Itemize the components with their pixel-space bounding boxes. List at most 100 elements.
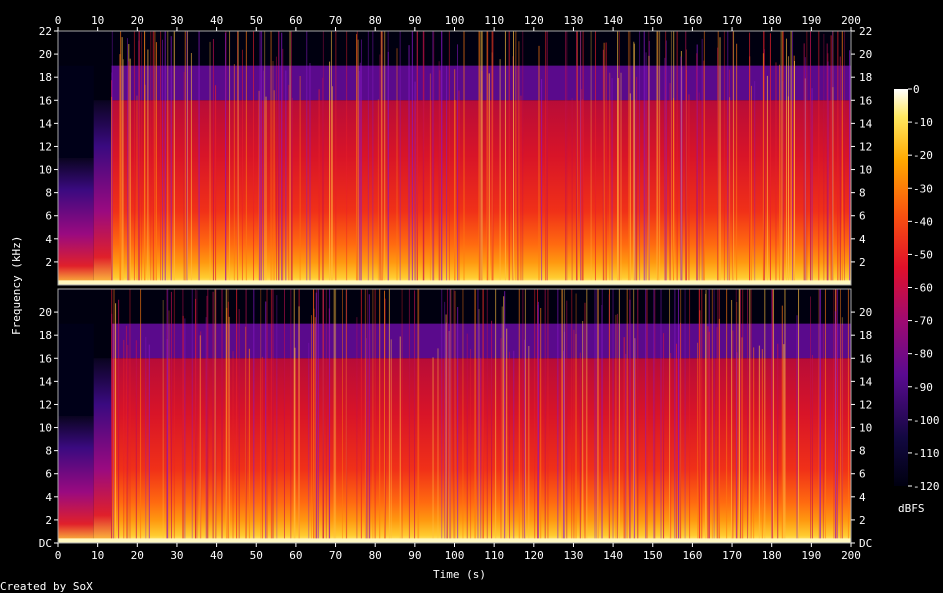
y-tick-label: 16 bbox=[859, 352, 872, 365]
y-tick-label: 4 bbox=[45, 233, 52, 246]
colorbar-tick-label: -100 bbox=[913, 414, 940, 427]
x-tick-label: 30 bbox=[170, 14, 183, 27]
channel-1-spectrogram bbox=[57, 30, 852, 286]
x-tick-label: 20 bbox=[131, 14, 144, 27]
x-tick-label: 120 bbox=[524, 14, 544, 27]
x-tick-label: 10 bbox=[91, 14, 104, 27]
x-tick-label: 40 bbox=[210, 14, 223, 27]
y-tick-label: 8 bbox=[859, 445, 866, 458]
y-tick-label: 8 bbox=[45, 187, 52, 200]
x-tick-label: 40 bbox=[210, 549, 223, 562]
x-tick-label: 160 bbox=[682, 14, 702, 27]
y-tick-label: 6 bbox=[859, 468, 866, 481]
y-tick-label: 20 bbox=[859, 48, 872, 61]
y-tick-label: 2 bbox=[859, 514, 866, 527]
y-tick-label: 12 bbox=[39, 398, 52, 411]
x-tick-label: 80 bbox=[369, 14, 382, 27]
y-tick-label: 16 bbox=[39, 94, 52, 107]
y-tick-label: 4 bbox=[859, 491, 866, 504]
x-tick-label: 130 bbox=[564, 549, 584, 562]
x-tick-label: 190 bbox=[801, 549, 821, 562]
x-axis-label: Time (s) bbox=[433, 568, 486, 581]
colorbar-tick-label: 0 bbox=[913, 83, 920, 96]
y-tick-label: 14 bbox=[39, 117, 53, 130]
credit-text: Created by SoX bbox=[0, 580, 93, 593]
colorbar-label: dBFS bbox=[898, 502, 925, 515]
x-tick-label: 0 bbox=[55, 14, 62, 27]
y-tick-label: 18 bbox=[39, 329, 52, 342]
y-tick-label: 2 bbox=[45, 514, 52, 527]
y-tick-label: 8 bbox=[45, 445, 52, 458]
y-tick-label: 4 bbox=[45, 491, 52, 504]
x-tick-label: 140 bbox=[603, 549, 623, 562]
x-tick-label: 100 bbox=[445, 14, 465, 27]
y-tick-label: 10 bbox=[39, 164, 52, 177]
x-tick-label: 170 bbox=[722, 14, 742, 27]
y-tick-label: 20 bbox=[39, 48, 52, 61]
y-tick-label: 16 bbox=[859, 94, 872, 107]
y-tick-label: 14 bbox=[859, 117, 873, 130]
y-tick-label: 6 bbox=[859, 210, 866, 223]
x-tick-label: 90 bbox=[408, 549, 421, 562]
x-tick-label: 110 bbox=[484, 549, 504, 562]
x-tick-label: 10 bbox=[91, 549, 104, 562]
x-tick-label: 140 bbox=[603, 14, 623, 27]
y-tick-label: 12 bbox=[859, 398, 872, 411]
intro-rise-band bbox=[93, 358, 112, 543]
x-tick-label: 170 bbox=[722, 549, 742, 562]
x-tick-label: 90 bbox=[408, 14, 421, 27]
y-tick-label: 10 bbox=[859, 164, 872, 177]
intro-low-band bbox=[58, 416, 94, 543]
colorbar-tick-label: -70 bbox=[913, 315, 933, 328]
colorbar-tick-label: -80 bbox=[913, 348, 933, 361]
colorbar-tick-label: -60 bbox=[913, 282, 933, 295]
x-tick-label: 120 bbox=[524, 549, 544, 562]
colorbar-tick-label: -10 bbox=[913, 116, 933, 129]
x-tick-label: 50 bbox=[250, 14, 263, 27]
y-tick-label: 14 bbox=[859, 375, 873, 388]
x-tick-label: 60 bbox=[289, 549, 302, 562]
dc-band bbox=[58, 280, 851, 285]
y-tick-label: 18 bbox=[859, 329, 872, 342]
x-tick-label: 80 bbox=[369, 549, 382, 562]
colorbar-strip bbox=[894, 89, 908, 486]
x-tick-label: 160 bbox=[682, 549, 702, 562]
transient-lines bbox=[111, 31, 851, 285]
y-tick-label: 22 bbox=[859, 25, 872, 38]
x-tick-label: 20 bbox=[131, 549, 144, 562]
main-band bbox=[111, 358, 852, 543]
y-tick-label: 14 bbox=[39, 375, 53, 388]
y-tick-label: 8 bbox=[859, 187, 866, 200]
x-tick-label: 30 bbox=[170, 549, 183, 562]
x-tick-label: 70 bbox=[329, 549, 342, 562]
x-tick-label: 200 bbox=[841, 549, 861, 562]
y-tick-label: 4 bbox=[859, 233, 866, 246]
y-tick-label: 12 bbox=[39, 140, 52, 153]
colorbar-tick-label: -110 bbox=[913, 447, 940, 460]
y-tick-label: 20 bbox=[39, 306, 52, 319]
colorbar-tick-label: -50 bbox=[913, 248, 933, 261]
x-tick-label: 180 bbox=[762, 14, 782, 27]
y-tick-label: 10 bbox=[39, 422, 52, 435]
x-tick-label: 70 bbox=[329, 14, 342, 27]
y-tick-label: 22 bbox=[39, 25, 52, 38]
y-axis-label: Frequency (kHz) bbox=[10, 236, 23, 335]
x-tick-label: 150 bbox=[643, 14, 663, 27]
y-tick-label: 2 bbox=[45, 256, 52, 269]
y-tick-label: 18 bbox=[39, 71, 52, 84]
x-tick-label: 200 bbox=[841, 14, 861, 27]
y-tick-label: 6 bbox=[45, 468, 52, 481]
colorbar-tick-label: -20 bbox=[913, 149, 933, 162]
x-tick-label: 180 bbox=[762, 549, 782, 562]
dc-band bbox=[58, 538, 851, 543]
upper-band bbox=[111, 323, 852, 359]
y-tick-label: 16 bbox=[39, 352, 52, 365]
y-tick-label: DC bbox=[39, 537, 52, 550]
y-tick-label: 10 bbox=[859, 422, 872, 435]
y-tick-label: 20 bbox=[859, 306, 872, 319]
y-tick-label: 18 bbox=[859, 71, 872, 84]
y-tick-label: DC bbox=[859, 537, 872, 550]
colorbar-tick-label: -90 bbox=[913, 381, 933, 394]
x-tick-label: 100 bbox=[445, 549, 465, 562]
